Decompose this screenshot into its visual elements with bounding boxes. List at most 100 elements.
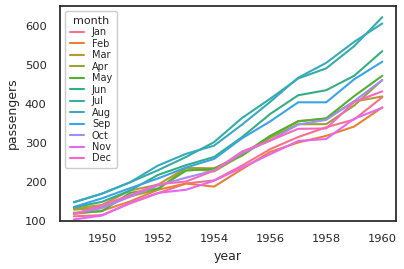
Nov bbox=[183, 188, 188, 191]
Feb bbox=[99, 209, 104, 213]
Jun bbox=[268, 112, 273, 116]
Jun bbox=[324, 89, 328, 92]
Oct bbox=[380, 79, 385, 82]
Line: Jul: Jul bbox=[74, 17, 382, 202]
Mar bbox=[380, 95, 385, 98]
Nov bbox=[99, 214, 104, 217]
Feb bbox=[352, 125, 357, 128]
Aug bbox=[99, 192, 104, 195]
Line: Sep: Sep bbox=[74, 62, 382, 207]
Jan bbox=[268, 147, 273, 151]
Dec bbox=[212, 169, 217, 172]
Line: Apr: Apr bbox=[74, 80, 382, 210]
Jul bbox=[156, 169, 160, 172]
Oct bbox=[99, 207, 104, 210]
May bbox=[183, 169, 188, 172]
Sep bbox=[240, 137, 244, 140]
Mar bbox=[352, 100, 357, 103]
Jun bbox=[183, 164, 188, 167]
Line: Feb: Feb bbox=[74, 107, 382, 214]
May bbox=[72, 211, 76, 214]
Jan bbox=[212, 179, 217, 182]
Line: May: May bbox=[74, 76, 382, 213]
May bbox=[380, 74, 385, 77]
Jul bbox=[240, 116, 244, 119]
Nov bbox=[380, 106, 385, 109]
Jan bbox=[240, 164, 244, 167]
May bbox=[128, 191, 133, 194]
Line: Oct: Oct bbox=[74, 80, 382, 214]
Feb bbox=[128, 200, 133, 203]
Mar bbox=[156, 183, 160, 186]
Jul bbox=[324, 67, 328, 70]
Oct bbox=[183, 176, 188, 179]
Mar bbox=[296, 119, 301, 123]
Dec bbox=[240, 150, 244, 153]
Sep bbox=[99, 197, 104, 200]
Apr bbox=[99, 206, 104, 209]
Nov bbox=[324, 137, 328, 141]
Dec bbox=[156, 183, 160, 186]
Dec bbox=[324, 127, 328, 130]
Jul bbox=[183, 155, 188, 159]
Apr bbox=[268, 136, 273, 139]
Aug bbox=[296, 76, 301, 79]
May bbox=[352, 94, 357, 98]
Oct bbox=[324, 118, 328, 122]
Mar bbox=[128, 189, 133, 192]
Jun bbox=[99, 200, 104, 203]
Nov bbox=[128, 201, 133, 205]
Nov bbox=[72, 218, 76, 221]
Jun bbox=[212, 155, 217, 159]
May bbox=[240, 153, 244, 156]
Dec bbox=[183, 180, 188, 183]
Y-axis label: passengers: passengers bbox=[6, 78, 19, 150]
Oct bbox=[268, 139, 273, 142]
Nov bbox=[240, 166, 244, 169]
Line: Jan: Jan bbox=[74, 97, 382, 216]
Jan bbox=[352, 118, 357, 121]
Feb bbox=[380, 106, 385, 109]
Apr bbox=[156, 188, 160, 191]
Aug bbox=[72, 201, 76, 204]
Line: Jun: Jun bbox=[74, 51, 382, 207]
Nov bbox=[212, 179, 217, 182]
Jan bbox=[380, 95, 385, 99]
Oct bbox=[352, 100, 357, 103]
Jul bbox=[268, 97, 273, 100]
Oct bbox=[156, 184, 160, 187]
Sep bbox=[128, 187, 133, 190]
Mar bbox=[240, 154, 244, 157]
Dec bbox=[128, 194, 133, 197]
X-axis label: year: year bbox=[214, 250, 242, 263]
Line: Aug: Aug bbox=[74, 23, 382, 202]
Legend: Jan, Feb, Mar, Apr, May, Jun, Jul, Aug, Sep, Oct, Nov, Dec: Jan, Feb, Mar, Apr, May, Jun, Jul, Aug, … bbox=[65, 11, 117, 168]
Dec bbox=[72, 212, 76, 215]
Jul bbox=[128, 181, 133, 184]
Aug bbox=[268, 100, 273, 104]
Aug bbox=[352, 40, 357, 43]
Jan bbox=[183, 182, 188, 185]
Sep bbox=[324, 101, 328, 104]
Nov bbox=[352, 117, 357, 120]
Apr bbox=[183, 167, 188, 170]
Mar bbox=[268, 135, 273, 138]
Line: Mar: Mar bbox=[74, 97, 382, 208]
Feb bbox=[324, 134, 328, 137]
Jan bbox=[72, 215, 76, 218]
Jun bbox=[240, 135, 244, 139]
Sep bbox=[296, 101, 301, 104]
Jan bbox=[296, 135, 301, 139]
Oct bbox=[240, 151, 244, 155]
Aug bbox=[156, 164, 160, 167]
Jul bbox=[72, 201, 76, 204]
May bbox=[268, 134, 273, 137]
Jun bbox=[296, 94, 301, 97]
Mar bbox=[99, 203, 104, 207]
Feb bbox=[72, 212, 76, 215]
Dec bbox=[296, 127, 301, 130]
Nov bbox=[296, 139, 301, 143]
Sep bbox=[212, 157, 217, 161]
Dec bbox=[268, 139, 273, 142]
May bbox=[99, 210, 104, 213]
